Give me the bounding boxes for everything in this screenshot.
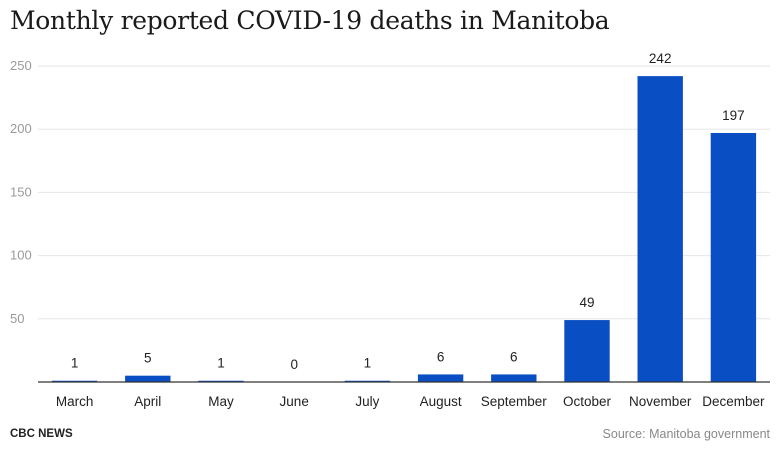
bars [51,76,757,382]
x-tick-label-july: July [355,394,379,409]
data-label-april: 5 [144,351,152,366]
y-tick-label: 250 [10,58,32,73]
data-label-june: 0 [290,357,298,372]
x-tick-label-december: December [702,394,765,409]
x-axis-labels: March April May June July August September Octo… [56,394,765,409]
y-tick-label: 150 [10,184,32,199]
bar-march [51,380,98,382]
bar-november [637,76,683,382]
y-tick-label: 100 [10,248,32,263]
data-label-august: 6 [437,349,445,364]
bar-april [125,375,171,382]
bar-may [198,380,244,382]
x-tick-label-may: May [208,394,234,409]
bar-september [491,374,537,382]
data-label-july: 1 [364,356,372,371]
x-tick-label-august: August [420,394,462,409]
data-label-september: 6 [510,349,518,364]
bar-october [564,320,610,382]
x-tick-label-april: April [134,394,161,409]
y-tick-label: 200 [10,121,32,136]
y-axis-ticks: 50 100 150 200 250 [10,58,32,326]
bar-august [417,374,464,382]
data-label-march: 1 [71,356,79,371]
brand-label: CBC NEWS [10,428,73,440]
chart-title: Monthly reported COVID-19 deaths in Mani… [10,6,610,35]
bar-december [710,132,757,382]
x-tick-label-june: June [280,394,309,409]
data-label-november: 242 [649,51,672,66]
x-tick-label-november: November [629,394,692,409]
data-label-may: 1 [217,356,225,371]
x-tick-label-march: March [56,394,94,409]
bar-july [344,380,391,382]
data-labels: 1 5 1 0 1 6 6 49 242 197 [71,51,745,372]
x-tick-label-september: September [481,394,548,409]
y-tick-label: 50 [10,311,24,326]
data-label-december: 197 [722,108,745,123]
x-tick-label-october: October [563,394,612,409]
source-label: Source: Manitoba government [602,427,770,441]
data-label-october: 49 [579,295,594,310]
